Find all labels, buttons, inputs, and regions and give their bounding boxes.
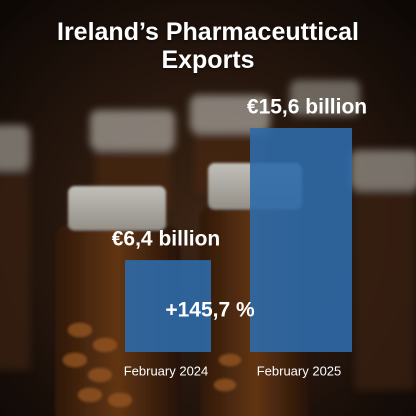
annotation: +145,7 % — [165, 299, 255, 322]
bar — [125, 260, 211, 352]
x-tick-label: February 2024 — [124, 363, 209, 378]
chart-title: Ireland’s Pharmaceuttical Exports — [57, 18, 359, 74]
value-label: €15,6 billion — [247, 96, 367, 119]
value-label: €6,4 billion — [112, 228, 221, 251]
bar — [250, 128, 352, 352]
x-tick-label: February 2025 — [257, 363, 342, 378]
